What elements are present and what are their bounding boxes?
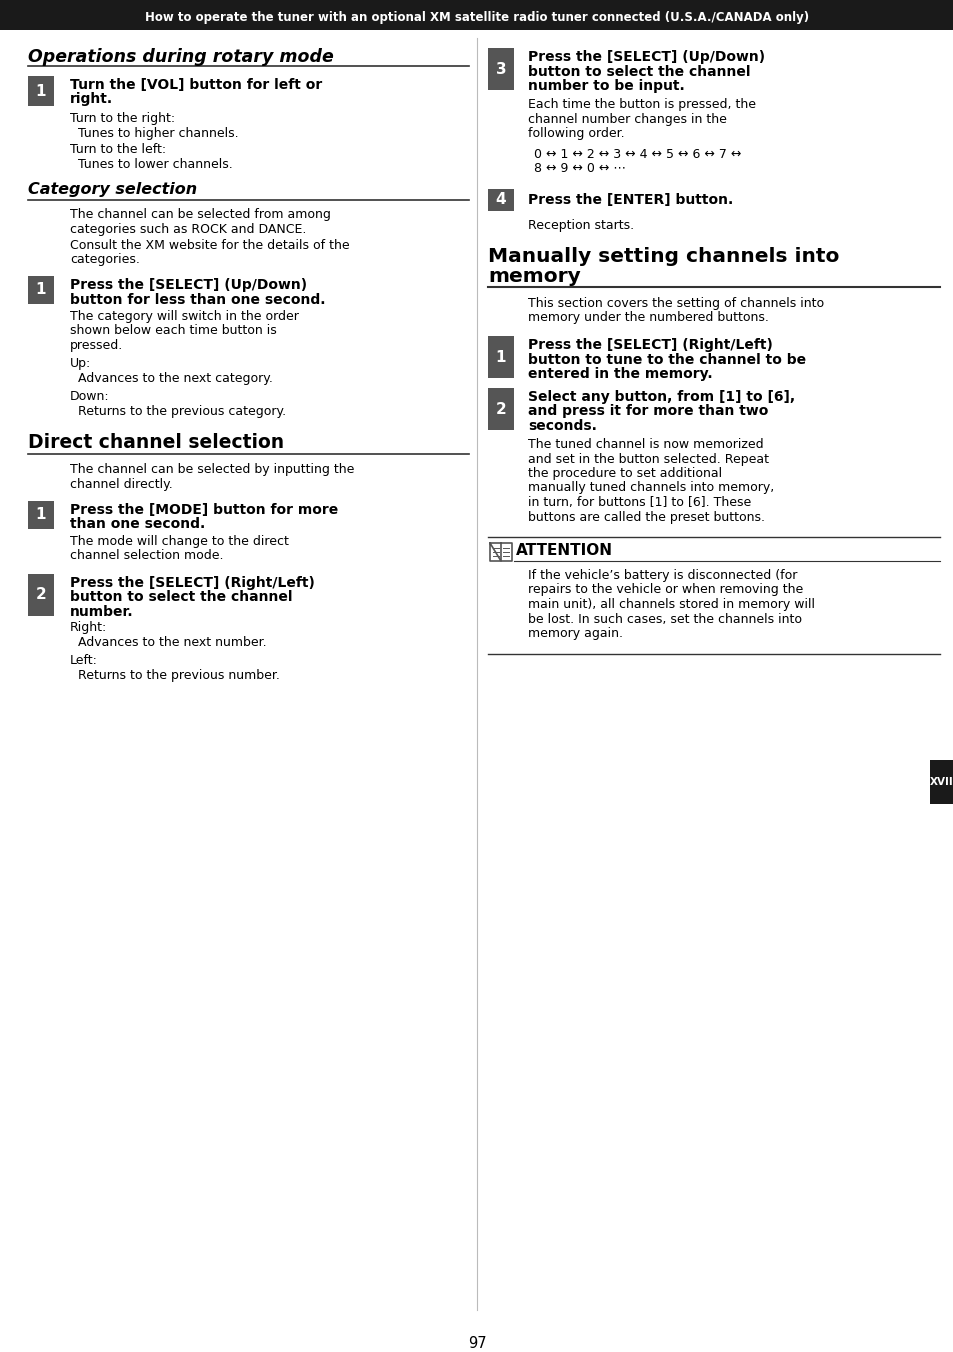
Text: Consult the XM website for the details of the: Consult the XM website for the details o… [70,239,349,251]
Text: Turn the [VOL] button for left or: Turn the [VOL] button for left or [70,78,322,92]
Bar [488,49,514,91]
Text: pressed.: pressed. [70,339,123,352]
Text: Operations during rotary mode: Operations during rotary mode [28,49,334,66]
Text: channel selection mode.: channel selection mode. [70,549,223,562]
Text: Manually setting channels into: Manually setting channels into [488,247,839,266]
Text: The tuned channel is now memorized: The tuned channel is now memorized [527,438,762,452]
Text: 0 ↔ 1 ↔ 2 ↔ 3 ↔ 4 ↔ 5 ↔ 6 ↔ 7 ↔: 0 ↔ 1 ↔ 2 ↔ 3 ↔ 4 ↔ 5 ↔ 6 ↔ 7 ↔ [534,147,740,161]
Bar [28,276,54,304]
Text: and set in the button selected. Repeat: and set in the button selected. Repeat [527,453,768,465]
Text: buttons are called the preset buttons.: buttons are called the preset buttons. [527,511,764,523]
Text: 1: 1 [35,84,46,99]
Text: ATTENTION: ATTENTION [516,544,613,558]
Text: right.: right. [70,92,113,107]
Text: Returns to the previous category.: Returns to the previous category. [78,406,286,418]
Text: Turn to the left:: Turn to the left: [70,143,166,155]
Text: Tunes to higher channels.: Tunes to higher channels. [78,127,238,139]
Text: repairs to the vehicle or when removing the: repairs to the vehicle or when removing … [527,584,802,596]
Text: Press the [SELECT] (Up/Down): Press the [SELECT] (Up/Down) [70,279,307,292]
Text: Reception starts.: Reception starts. [527,219,634,231]
Text: button to select the channel: button to select the channel [70,589,293,604]
Bar [0,0,953,30]
Text: button to select the channel: button to select the channel [527,65,750,78]
Text: channel number changes in the: channel number changes in the [527,112,726,126]
Text: than one second.: than one second. [70,516,205,531]
Text: number to be input.: number to be input. [527,78,684,93]
Bar [488,188,514,211]
Text: and press it for more than two: and press it for more than two [527,404,767,419]
Text: Advances to the next category.: Advances to the next category. [78,372,273,385]
Text: Press the [ENTER] button.: Press the [ENTER] button. [527,192,733,207]
Bar [28,500,54,529]
Text: The channel can be selected from among: The channel can be selected from among [70,208,331,220]
Text: Press the [MODE] button for more: Press the [MODE] button for more [70,503,338,516]
Text: The category will switch in the order: The category will switch in the order [70,310,298,323]
Text: be lost. In such cases, set the channels into: be lost. In such cases, set the channels… [527,612,801,626]
Text: The channel can be selected by inputting the: The channel can be selected by inputting… [70,464,354,476]
Text: shown below each time button is: shown below each time button is [70,324,276,338]
Bar [28,573,54,615]
Text: XVII: XVII [929,777,953,787]
Text: Left:: Left: [70,654,98,668]
Text: Each time the button is pressed, the: Each time the button is pressed, the [527,97,755,111]
Text: manually tuned channels into memory,: manually tuned channels into memory, [527,481,774,495]
Text: memory: memory [488,266,580,287]
Bar [488,388,514,430]
Text: How to operate the tuner with an optional XM satellite radio tuner connected (U.: How to operate the tuner with an optiona… [145,11,808,23]
Text: Direct channel selection: Direct channel selection [28,434,284,453]
Text: 1: 1 [35,283,46,297]
Text: This section covers the setting of channels into: This section covers the setting of chann… [527,297,823,310]
Text: entered in the memory.: entered in the memory. [527,366,712,381]
Text: The mode will change to the direct: The mode will change to the direct [70,534,289,548]
Text: button to tune to the channel to be: button to tune to the channel to be [527,353,805,366]
Text: Up:: Up: [70,357,91,370]
Text: in turn, for buttons [1] to [6]. These: in turn, for buttons [1] to [6]. These [527,496,750,508]
Text: Right:: Right: [70,622,107,634]
Bar [929,760,953,804]
Text: seconds.: seconds. [527,419,597,433]
Text: Category selection: Category selection [28,183,197,197]
Bar [488,337,514,379]
Text: Select any button, from [1] to [6],: Select any button, from [1] to [6], [527,389,794,404]
Text: Down:: Down: [70,391,110,403]
Text: memory under the numbered buttons.: memory under the numbered buttons. [527,311,768,324]
Text: button for less than one second.: button for less than one second. [70,292,325,307]
Text: 97: 97 [467,1336,486,1351]
Text: If the vehicle’s battery is disconnected (for: If the vehicle’s battery is disconnected… [527,569,797,581]
Text: the procedure to set additional: the procedure to set additional [527,466,721,480]
Text: Tunes to lower channels.: Tunes to lower channels. [78,157,233,170]
Text: 2: 2 [496,402,506,416]
Text: Press the [SELECT] (Up/Down): Press the [SELECT] (Up/Down) [527,50,764,64]
Text: 2: 2 [35,587,47,602]
Text: 4: 4 [496,192,506,207]
Text: 8 ↔ 9 ↔ 0 ↔ ⋯: 8 ↔ 9 ↔ 0 ↔ ⋯ [534,162,625,174]
Text: Returns to the previous number.: Returns to the previous number. [78,669,279,681]
Text: categories such as ROCK and DANCE.: categories such as ROCK and DANCE. [70,223,306,235]
Text: following order.: following order. [527,127,624,141]
Text: Advances to the next number.: Advances to the next number. [78,635,266,649]
Text: Turn to the right:: Turn to the right: [70,112,175,124]
Text: Press the [SELECT] (Right/Left): Press the [SELECT] (Right/Left) [70,576,314,589]
Text: channel directly.: channel directly. [70,479,172,491]
Text: 1: 1 [496,350,506,365]
Text: Press the [SELECT] (Right/Left): Press the [SELECT] (Right/Left) [527,338,772,352]
Text: memory again.: memory again. [527,627,622,639]
Text: 1: 1 [35,507,46,522]
Text: categories.: categories. [70,254,140,266]
Text: 3: 3 [496,61,506,77]
Bar [28,76,54,105]
Text: main unit), all channels stored in memory will: main unit), all channels stored in memor… [527,598,814,611]
Text: number.: number. [70,604,133,618]
